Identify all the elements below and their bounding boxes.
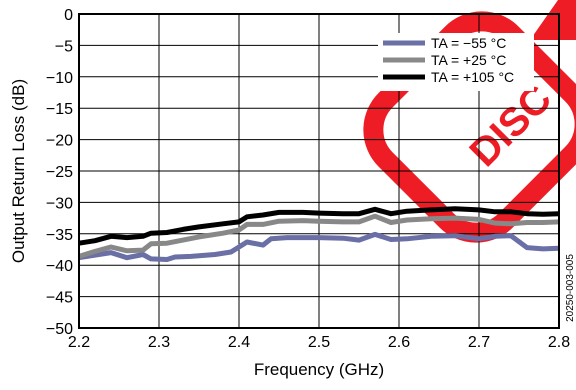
figure-id-label: 20250-003-005 <box>565 254 576 322</box>
series-group <box>78 206 560 262</box>
x-tick-label: 2.8 <box>548 334 570 351</box>
y-tick-label: −5 <box>55 38 73 55</box>
y-tick-label: −25 <box>46 164 73 181</box>
x-tick-label: 2.7 <box>468 334 490 351</box>
legend-label: TA = −55 °C <box>431 35 506 51</box>
series-line-2 <box>78 213 560 259</box>
y-tick-label: −45 <box>46 290 73 307</box>
legend-label: TA = +105 °C <box>431 69 514 85</box>
plot-frame <box>78 13 560 329</box>
y-tick-label: −35 <box>46 227 73 244</box>
legend-label: TA = +25 °C <box>431 52 506 68</box>
x-axis-label: Frequency (GHz) <box>254 360 384 379</box>
x-tick-label: 2.6 <box>388 334 410 351</box>
series-line-3 <box>78 206 560 246</box>
y-tick-label: −10 <box>46 70 73 87</box>
y-tick-label: 0 <box>64 7 73 24</box>
legend: TA = −55 °CTA = +25 °CTA = +105 °C <box>383 35 514 85</box>
x-tick-label: 2.2 <box>68 334 90 351</box>
svg-text:DISC: DISC <box>461 76 560 175</box>
x-tick-label: 2.4 <box>228 334 250 351</box>
y-tick-label: −50 <box>46 321 73 338</box>
x-tick-label: 2.5 <box>308 334 330 351</box>
y-axis-ticks: 0 −5 −10 −15 −20 −25 −30 −35 −40 −45 −50 <box>46 7 73 338</box>
x-axis-ticks: 2.2 2.3 2.4 2.5 2.6 2.7 2.8 <box>68 334 570 351</box>
x-tick-label: 2.3 <box>148 334 170 351</box>
y-tick-label: −40 <box>46 258 73 275</box>
y-tick-label: −30 <box>46 195 73 212</box>
y-tick-label: −15 <box>46 101 73 118</box>
y-axis-label: Output Return Loss (dB) <box>9 79 28 263</box>
y-tick-label: −20 <box>46 133 73 150</box>
series-line-1 <box>78 231 560 262</box>
